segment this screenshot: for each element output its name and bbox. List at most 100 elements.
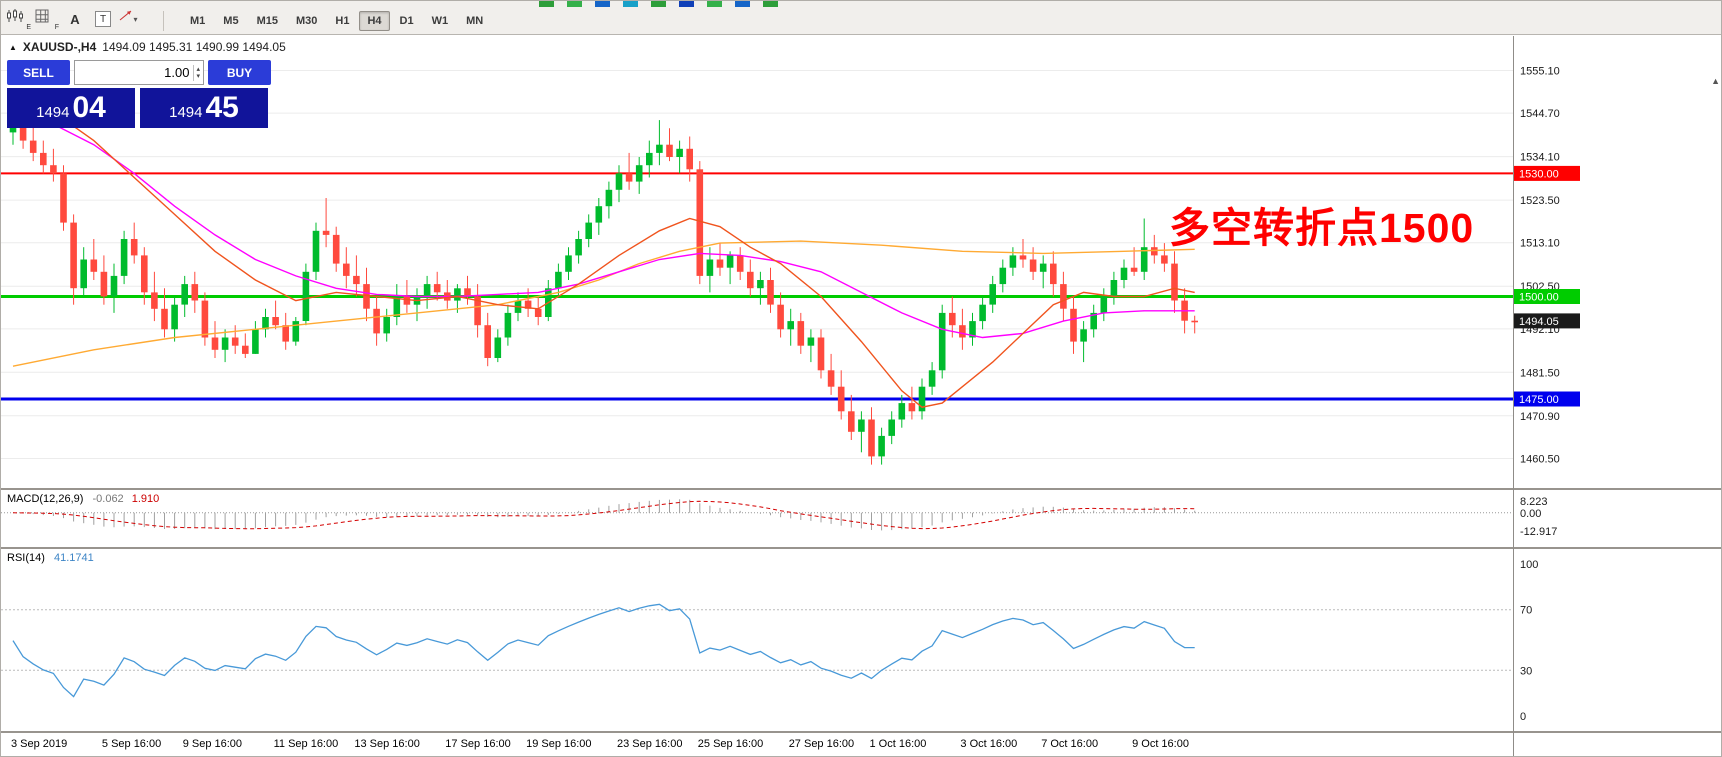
- symbol-label: XAUUSD-,H4: [22, 40, 97, 54]
- macd-label: MACD(12,26,9): [7, 493, 84, 505]
- timeframe-button-w1[interactable]: W1: [431, 15, 449, 27]
- toolbar: E F A T ▾ M1 M5 M15 M30 H1 H4 D1 W1 MN: [1, 1, 1721, 35]
- clipped-icon-fragment: [763, 1, 778, 7]
- time-label: 3 Oct 16:00: [960, 738, 1018, 750]
- rsi-label-row: RSI(14) 41.1741: [7, 552, 94, 564]
- clipped-icon-fragment: [735, 1, 750, 7]
- timeframe-button-m5[interactable]: M5: [223, 15, 239, 27]
- timeframe-button-d1[interactable]: D1: [399, 15, 414, 27]
- timeframe-button-mn[interactable]: MN: [466, 15, 484, 27]
- time-label: 13 Sep 16:00: [354, 738, 420, 750]
- timeframe-button-m1[interactable]: M1: [190, 15, 206, 27]
- toolbar-separator: [163, 11, 164, 31]
- price-axis-tick: 1555.10: [1520, 66, 1560, 78]
- grid-icon-sub: F: [54, 24, 59, 31]
- trendline-arrow-icon: [119, 10, 132, 21]
- price-axis-tick: 1523.50: [1520, 195, 1560, 207]
- macd-axis-tick: -12.917: [1520, 526, 1557, 538]
- price-tag: [1514, 165, 1580, 181]
- macd-signal-value: 1.910: [131, 493, 160, 505]
- macd-histogram: [12, 499, 1196, 531]
- sell-price-prefix: 1494: [36, 103, 70, 121]
- timeframe-button-m15[interactable]: M15: [256, 15, 278, 27]
- time-label: 5 Sep 16:00: [101, 738, 162, 750]
- buy-price-prefix: 1494: [169, 103, 203, 121]
- ma-medium-magenta-line[interactable]: [12, 107, 1195, 339]
- clipped-icon-fragment: [623, 1, 638, 7]
- macd-panel: 8.223 0.00 -12.917 MACD(12,26,9) -0.062 1.…: [1, 490, 1722, 547]
- buy-price-tile[interactable]: 1494 45: [140, 88, 268, 128]
- clipped-icon-fragment: [567, 1, 582, 7]
- price-axis-tick: 1534.10: [1520, 152, 1560, 164]
- buy-price-big: 45: [205, 91, 239, 124]
- time-label: 23 Sep 16:00: [617, 738, 683, 750]
- price-tag: [1514, 391, 1580, 407]
- one-click-trading-panel: ▲ XAUUSD-,H4 1494.09 1495.31 1490.99 149…: [7, 38, 286, 128]
- macd-label-row: MACD(12,26,9) -0.062 1.910: [7, 493, 159, 505]
- charts-icon[interactable]: E: [5, 7, 33, 31]
- grid-layer: [1, 70, 1513, 459]
- time-label: 11 Sep 16:00: [273, 738, 339, 750]
- time-axis: 3 Sep 2019 5 Sep 16:00 9 Sep 16:00 11 Sep 1…: [1, 733, 1721, 756]
- order-row: SELL 1.00 ▴ ▾ BUY: [7, 60, 286, 85]
- time-label: 3 Sep 2019: [11, 738, 68, 750]
- grid-icon[interactable]: F: [33, 7, 61, 31]
- price-tag: [1514, 313, 1580, 329]
- time-label: 1 Oct 16:00: [869, 738, 927, 750]
- sell-price-tile[interactable]: 1494 04: [7, 88, 135, 128]
- price-axis-tick: 1481.50: [1520, 367, 1560, 379]
- price-tag: [1514, 289, 1580, 304]
- ma-fast-red-line[interactable]: [12, 94, 1195, 408]
- buy-button[interactable]: BUY: [208, 60, 271, 85]
- time-label: 7 Oct 16:00: [1041, 738, 1099, 750]
- ma-slow-orange-line[interactable]: [12, 240, 1195, 367]
- clipped-icon-fragment: [651, 1, 666, 7]
- time-label: 27 Sep 16:00: [788, 738, 855, 750]
- time-label: 17 Sep 16:00: [445, 738, 511, 750]
- panel-separator[interactable]: [1, 731, 1721, 733]
- charts-icon-sub: E: [26, 24, 31, 31]
- grid-icon-glyph: [35, 9, 49, 23]
- volume-spinner: ▴ ▾: [193, 64, 202, 81]
- charts-icon-glyph: [7, 9, 23, 22]
- rsi-axis-tick: 100: [1520, 559, 1538, 571]
- text-label-glyph: A: [70, 11, 80, 27]
- text-label-icon[interactable]: A: [61, 7, 89, 31]
- price-axis-tick: 1460.50: [1520, 454, 1560, 466]
- timeframe-button-m30[interactable]: M30: [295, 15, 318, 27]
- time-label: 9 Oct 16:00: [1132, 738, 1189, 750]
- price-tag-text: 1530.00: [1519, 168, 1559, 180]
- price-tag-text: 1500.00: [1519, 292, 1559, 304]
- text-box-glyph: T: [95, 11, 111, 27]
- quote-tiles: 1494 04 1494 45: [7, 88, 286, 128]
- rsi-chart[interactable]: 100 70 30 0: [1, 549, 1722, 731]
- panel-separator[interactable]: [1, 488, 1721, 490]
- rsi-label: RSI(14): [7, 552, 45, 564]
- clipped-icon-fragment: [539, 1, 554, 7]
- price-chart-panel: 1555.10 1544.70 1534.10 1523.50 1513.10 1502.…: [1, 36, 1722, 488]
- timeframe-button-h4[interactable]: H4: [359, 11, 390, 31]
- volume-value: 1.00: [164, 65, 190, 80]
- volume-up-icon[interactable]: ▴: [196, 65, 200, 73]
- rsi-axis-tick: 0: [1520, 711, 1526, 723]
- sell-button[interactable]: SELL: [7, 60, 70, 85]
- scrollbar-up-arrow[interactable]: ▲: [1711, 76, 1720, 86]
- draw-tools-icon[interactable]: ▾: [117, 7, 153, 31]
- volume-down-icon[interactable]: ▾: [196, 72, 200, 80]
- price-axis-tick: 1544.70: [1520, 108, 1560, 120]
- text-box-icon[interactable]: T: [89, 7, 117, 31]
- time-label: 25 Sep 16:00: [697, 738, 764, 750]
- price-chart[interactable]: 1555.101544.701534.101523.501513.101502.…: [1, 36, 1722, 488]
- rsi-line: [12, 603, 1195, 698]
- rsi-axis-tick: 70: [1520, 605, 1532, 617]
- volume-input[interactable]: 1.00 ▴ ▾: [74, 60, 204, 85]
- collapse-triangle-icon[interactable]: ▲: [9, 42, 17, 52]
- timeframe-button-h1[interactable]: H1: [335, 15, 350, 27]
- panel-separator[interactable]: [1, 547, 1721, 549]
- price-scale-separator: [1513, 36, 1514, 756]
- macd-axis-tick: 8.223: [1520, 496, 1548, 508]
- annotation-text: 多空转折点1500: [1169, 205, 1475, 251]
- clipped-icon-fragment: [679, 1, 694, 7]
